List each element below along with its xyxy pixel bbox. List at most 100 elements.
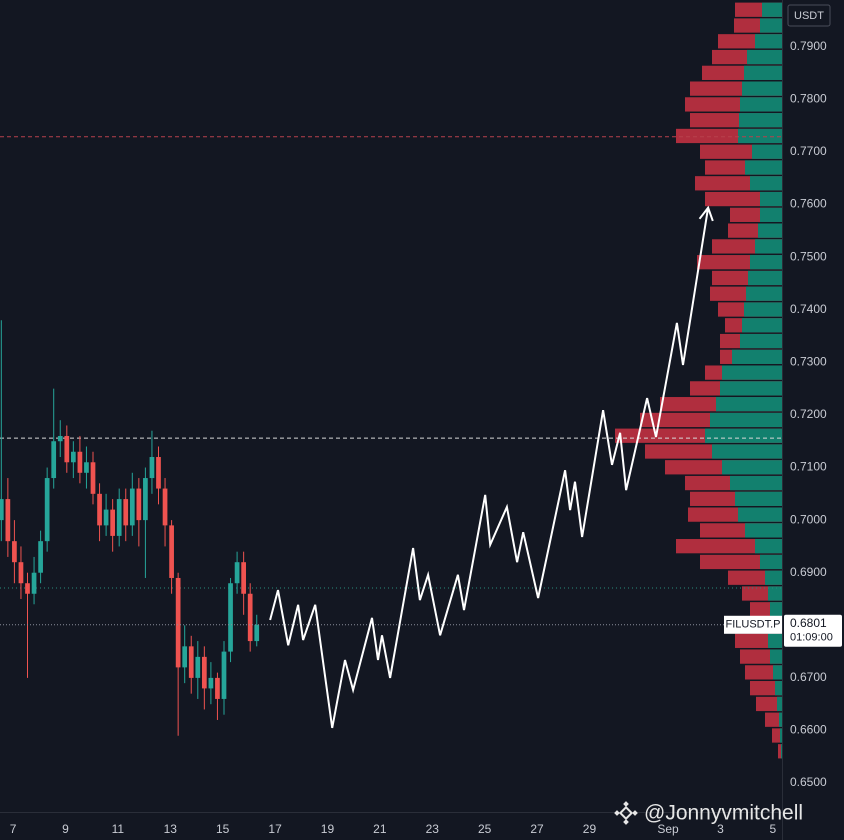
profile-buy-bar [755,239,782,254]
x-tick-label: 27 [530,822,544,836]
profile-buy-bar [730,475,782,491]
x-tick-label: 17 [268,822,282,836]
y-tick-label: 0.7700 [790,144,827,158]
profile-buy-bar [716,397,782,412]
profile-buy-bar [720,381,782,396]
profile-buy-bar [780,728,782,743]
profile-buy-bar [762,2,782,17]
candle-body [221,651,227,699]
price-tag [784,614,842,647]
profile-buy-bar [746,286,782,301]
price-label: 0.6801 [790,616,827,630]
candle-body [143,478,148,521]
profile-total-bar [750,681,782,696]
candle-body [162,488,168,526]
y-tick-label: 0.6700 [790,670,827,684]
profile-total-bar [765,712,782,727]
x-tick-label: 21 [373,822,387,836]
candle-body [116,499,122,536]
profile-buy-bar [745,160,782,175]
y-tick-label: 0.7800 [790,92,827,106]
profile-buy-bar [752,144,782,159]
x-tick-label: 23 [426,822,440,836]
profile-buy-bar [740,333,782,349]
profile-buy-bar [755,34,782,49]
profile-buy-bar [710,412,782,428]
axes: 0.65000.66000.67000.68000.69000.70000.71… [10,39,827,836]
x-tick-label: 15 [216,822,230,836]
candle-body [31,572,37,594]
candle-body [38,541,43,573]
profile-buy-bar [750,176,782,191]
profile-buy-bar [712,444,782,459]
candle-body [103,509,109,526]
y-tick-label: 0.7300 [790,355,827,369]
profile-buy-bar [732,349,782,364]
candle-body [254,624,260,642]
profile-buy-bar [760,207,782,222]
profile-buy-bar [748,270,782,286]
profile-buy-bar [768,586,782,601]
x-tick-label: 7 [10,822,17,836]
x-tick-label: 11 [112,822,125,836]
y-tick-label: 0.7200 [790,407,827,421]
currency-label: USDT [794,10,824,22]
y-tick-label: 0.6500 [790,775,827,789]
x-tick-label: 25 [478,822,492,836]
candle-body [247,593,253,642]
candle-body [18,562,24,584]
x-tick-label: 19 [321,822,335,836]
profile-total-bar [756,696,782,712]
profile-buy-bar [777,696,782,712]
candle-body [5,499,11,542]
profile-buy-bar [760,18,782,33]
candle-body [129,488,135,526]
candle-body [188,646,194,678]
profile-buy-bar [750,255,782,270]
candle-body [57,435,63,442]
profile-buy-bar [722,460,782,475]
profile-buy-bar [781,744,782,759]
profile-buy-bar [747,49,782,65]
candle-body [215,677,220,699]
candle-body [208,677,214,689]
candle-body [25,583,30,594]
profile-buy-bar [765,570,782,585]
symbol-label: FILUSDT.P [725,619,780,631]
x-tick-label: 3 [717,822,724,836]
profile-buy-bar [738,507,782,522]
profile-buy-bar [768,633,782,648]
profile-buy-bar [739,113,782,128]
candle-body [84,462,89,473]
candle-body [77,451,83,473]
candle-body [228,583,233,652]
profile-buy-bar [738,128,782,144]
profile-buy-bar [760,554,782,570]
profile-buy-bar [755,539,782,554]
candle-body [136,488,142,521]
y-tick-label: 0.7000 [790,512,827,526]
profile-buy-bar [758,223,782,238]
projection-arrowhead [698,205,714,222]
y-tick-label: 0.7900 [790,39,827,53]
candle-body [123,499,129,526]
profile-buy-bar [775,681,782,696]
y-tick-label: 0.7400 [790,302,827,316]
profile-buy-bar [735,491,782,506]
projection-path [269,207,710,729]
profile-buy-bar [744,302,782,317]
countdown-label: 01:09:00 [790,632,833,644]
x-tick-label: 29 [583,822,597,836]
candle-body [241,562,246,594]
profile-total-bar [778,744,782,759]
profile-buy-bar [760,191,782,207]
profile-buy-bar [745,523,782,538]
x-tick-label: 13 [164,822,178,836]
profile-buy-bar [779,712,782,727]
candle-body [182,646,188,668]
candle-body [175,577,181,668]
candle-body [149,457,155,479]
candle-body [156,457,161,489]
